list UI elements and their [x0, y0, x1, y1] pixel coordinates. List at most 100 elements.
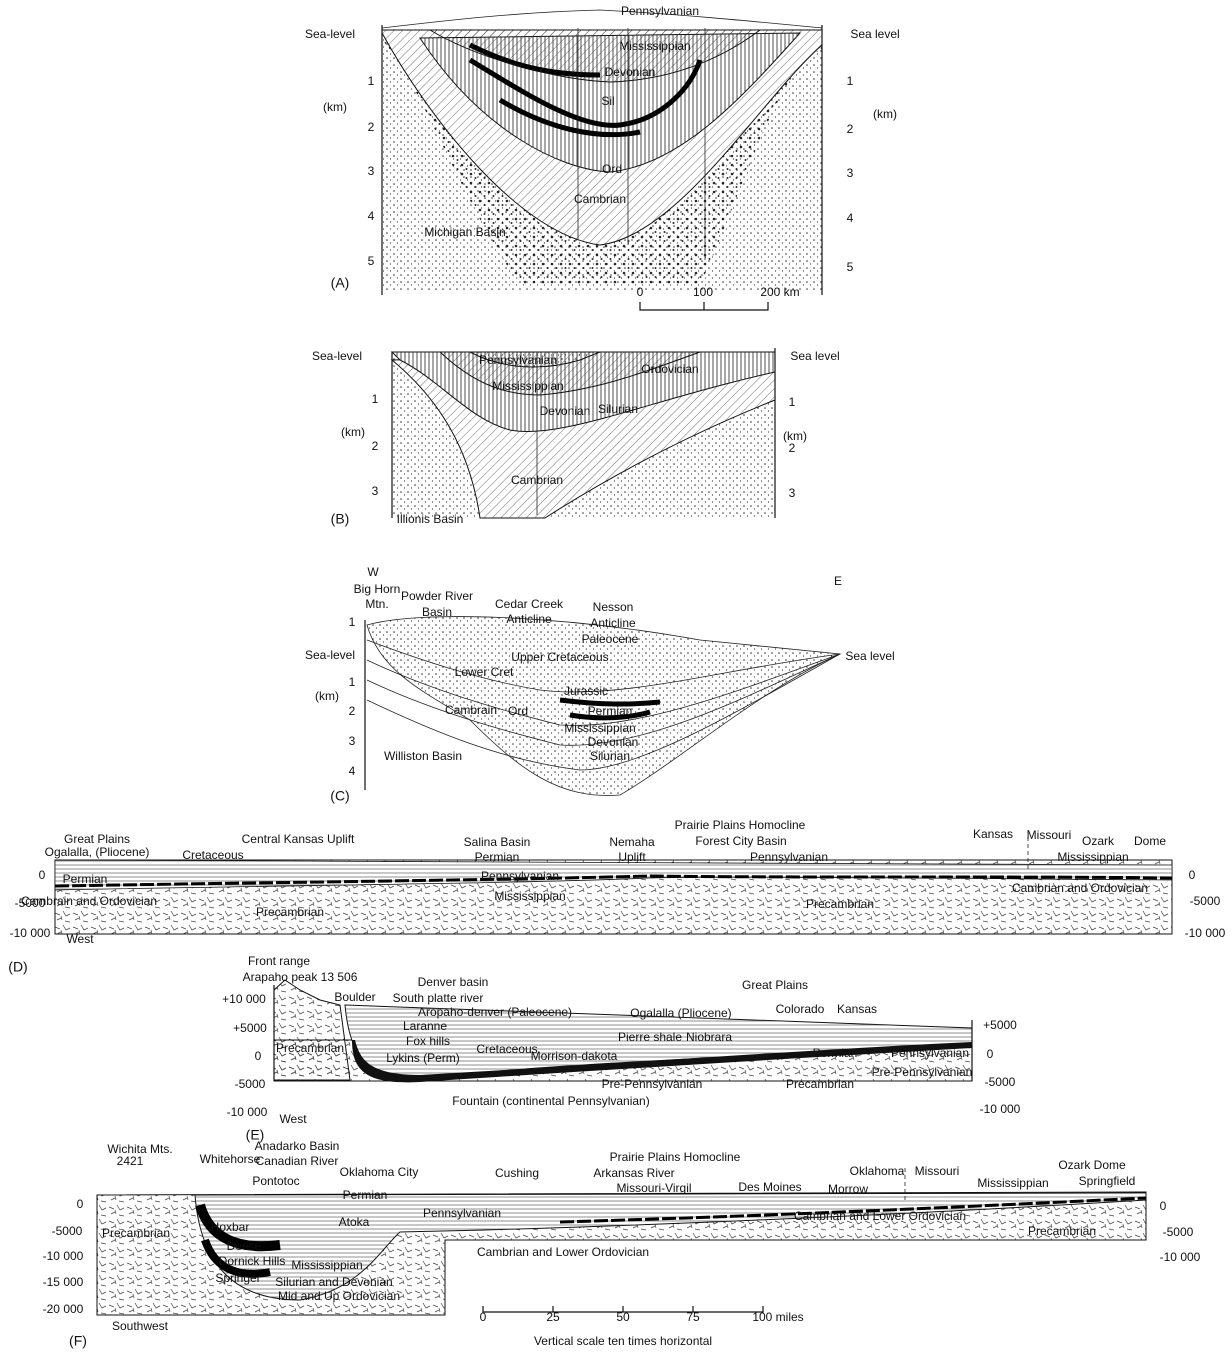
label: Sea level [850, 27, 899, 41]
label: Dome [1134, 834, 1166, 848]
label: Cretaceous [476, 1042, 537, 1056]
label: -10 000 [1185, 926, 1226, 940]
label: Dornick Hills [219, 1254, 286, 1268]
label: Fox hills [406, 1034, 450, 1048]
label: 0 [77, 1197, 84, 1211]
label: Precambrian [276, 1041, 344, 1055]
label: Fountain (continental Pennsylvanian) [452, 1094, 649, 1108]
label: Whitehorse [200, 1152, 261, 1166]
label: Boulder [334, 990, 375, 1004]
label: 2 [368, 120, 375, 134]
label: 0 [1160, 1199, 1167, 1213]
label: 0 [1189, 868, 1196, 882]
panel-a [382, 10, 822, 310]
label: Springfield [1079, 1174, 1136, 1188]
label: Prairie Plains Homocline [610, 1150, 741, 1164]
label: -10 000 [980, 1102, 1021, 1116]
label: Silurian [590, 749, 630, 763]
label: Oklahoma [850, 1164, 905, 1178]
panel-tag: (A) [331, 275, 350, 291]
label: -5000 [1163, 1225, 1194, 1239]
label: Pennsylvanian [621, 4, 699, 18]
label: Silurian and Devonian [275, 1275, 392, 1289]
label: Permian [588, 704, 633, 718]
label: -5000 [985, 1075, 1016, 1089]
label: (km) [323, 100, 347, 114]
label: 5 [368, 254, 375, 268]
label: Pre-Pennsylvanian [602, 1077, 703, 1091]
label: 1 [368, 74, 375, 88]
label: Cambrian [574, 192, 626, 206]
panel-tag: (D) [8, 959, 27, 975]
label: Great Plains [64, 832, 130, 846]
label: Springer [215, 1271, 260, 1285]
label: Missouri [915, 1164, 960, 1178]
label: -10 000 [1160, 1250, 1201, 1264]
label: (km) [341, 425, 365, 439]
label: Deese [227, 1239, 262, 1253]
panel-b [392, 348, 775, 518]
label: Laranne [403, 1019, 447, 1033]
label: Nesson [593, 600, 634, 614]
label: Pennsylvanian [891, 1046, 969, 1060]
label: 4 [368, 209, 375, 223]
label: Precambrian [806, 897, 874, 911]
label: 50 [616, 1310, 630, 1324]
label: Ord [602, 162, 622, 176]
label: 5 [847, 260, 854, 274]
label: Illionis Basin [397, 512, 464, 526]
label: 0 [480, 1310, 487, 1324]
label: Pierre shale [618, 1030, 682, 1044]
label: Pennsylvanian [479, 353, 557, 367]
label: Canadian River [256, 1154, 339, 1168]
label: Forest City Basin [695, 834, 786, 848]
label: +5000 [233, 1021, 267, 1035]
label: Pennsylvanian [423, 1206, 501, 1220]
label: 2 [349, 704, 356, 718]
label: Morrison-dakota [531, 1049, 618, 1063]
label: Jurassic [564, 684, 608, 698]
label: 100 [693, 285, 713, 299]
label: Cambrian [511, 473, 563, 487]
label: Cretaceous [182, 848, 243, 862]
label: Devonian [540, 404, 591, 418]
label: Pennsylvanian [481, 869, 559, 883]
label: Cambrain [445, 703, 497, 717]
label: -5000 [52, 1224, 83, 1238]
label: Mississippian [291, 1258, 362, 1272]
label: Missouri-Virgil [616, 1181, 691, 1195]
label: Powder River [401, 589, 473, 603]
label: 1 [372, 392, 379, 406]
label: South platte river [393, 991, 484, 1005]
scale-bar [640, 302, 768, 310]
label: Cambrian and Lower Ordovician [794, 1209, 966, 1223]
label: 0 [255, 1049, 262, 1063]
label: Central Kansas Uplift [242, 832, 355, 846]
label: Des Moines [738, 1180, 801, 1194]
label: Williston Basin [384, 749, 462, 763]
label: Arapaho peak 13 506 [243, 970, 358, 984]
label: Ozark [1082, 834, 1115, 848]
label: 2 [789, 441, 796, 455]
label: Pennsylvanian [750, 850, 828, 864]
label: Sea level [790, 349, 839, 363]
label: Aropaho-denver (Paleocene) [418, 1005, 572, 1019]
label: Cushing [495, 1166, 539, 1180]
label: Oklahoma City [340, 1165, 419, 1179]
label: Mid and Up Ordovician [278, 1289, 400, 1303]
label: Upper Cretaceous [511, 650, 608, 664]
label: +10 000 [222, 992, 266, 1006]
label: Niobrara [686, 1030, 732, 1044]
label: Permian [63, 872, 108, 886]
label: 2421 [117, 1154, 144, 1168]
label: Morrow [828, 1182, 868, 1196]
panel-tag: (B) [331, 511, 350, 527]
panel-tag: (C) [330, 788, 349, 804]
label: -20 000 [43, 1302, 84, 1316]
label: (km) [873, 107, 897, 121]
label: Devonian [605, 65, 656, 79]
label: Sea-level [305, 27, 355, 41]
label: Cambrian and Lower Ordovician [477, 1245, 649, 1259]
label: Missouri [1027, 828, 1072, 842]
label: Great Plains [742, 978, 808, 992]
